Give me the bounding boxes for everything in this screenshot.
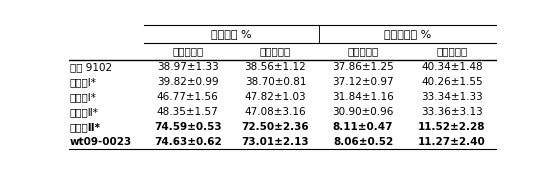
Text: 近红外光谱: 近红外光谱 [348, 47, 379, 57]
Text: 气相色谱法: 气相色谱法 [436, 47, 468, 57]
Text: 40.34±1.48: 40.34±1.48 [421, 62, 482, 72]
Text: 72.50±2.36: 72.50±2.36 [242, 122, 309, 132]
Text: 48.35±1.57: 48.35±1.57 [157, 107, 219, 117]
Text: 亚油酸含量 %: 亚油酸含量 % [384, 29, 432, 39]
Text: wt09-0023: wt09-0023 [70, 137, 132, 147]
Text: 31.84±1.16: 31.84±1.16 [332, 92, 394, 102]
Text: 39.82±0.99: 39.82±0.99 [157, 77, 219, 87]
Text: 气相色谱法: 气相色谱法 [260, 47, 291, 57]
Text: 37.12±0.97: 37.12±0.97 [332, 77, 394, 87]
Text: 47.08±3.16: 47.08±3.16 [245, 107, 306, 117]
Text: 30.90±0.96: 30.90±0.96 [332, 107, 394, 117]
Text: 远杂 9102: 远杂 9102 [70, 62, 112, 72]
Text: 33.34±1.33: 33.34±1.33 [421, 92, 483, 102]
Text: 74.63±0.62: 74.63±0.62 [154, 137, 221, 147]
Text: 38.97±1.33: 38.97±1.33 [157, 62, 219, 72]
Text: 11.27±2.40: 11.27±2.40 [418, 137, 486, 147]
Text: 8.06±0.52: 8.06±0.52 [333, 137, 393, 147]
Text: 40.26±1.55: 40.26±1.55 [421, 77, 482, 87]
Text: 37.86±1.25: 37.86±1.25 [332, 62, 394, 72]
Text: 74.59±0.53: 74.59±0.53 [154, 122, 221, 132]
Text: 38.56±1.12: 38.56±1.12 [245, 62, 306, 72]
Text: 伪杂种Ⅰ*: 伪杂种Ⅰ* [70, 77, 97, 87]
Text: 油酸含量 %: 油酸含量 % [211, 29, 252, 39]
Text: 33.36±3.13: 33.36±3.13 [421, 107, 483, 117]
Text: 47.82±1.03: 47.82±1.03 [245, 92, 306, 102]
Text: 真杂种Ⅱ*: 真杂种Ⅱ* [70, 107, 99, 117]
Text: 38.70±0.81: 38.70±0.81 [245, 77, 306, 87]
Text: 11.52±2.28: 11.52±2.28 [418, 122, 486, 132]
Text: 73.01±2.13: 73.01±2.13 [242, 137, 309, 147]
Text: 46.77±1.56: 46.77±1.56 [157, 92, 219, 102]
Text: 真杂种Ⅰ*: 真杂种Ⅰ* [70, 92, 97, 102]
Text: 伪杂种Ⅱ*: 伪杂种Ⅱ* [70, 122, 101, 132]
Text: 近红外光谱: 近红外光谱 [172, 47, 203, 57]
Text: 8.11±0.47: 8.11±0.47 [333, 122, 394, 132]
